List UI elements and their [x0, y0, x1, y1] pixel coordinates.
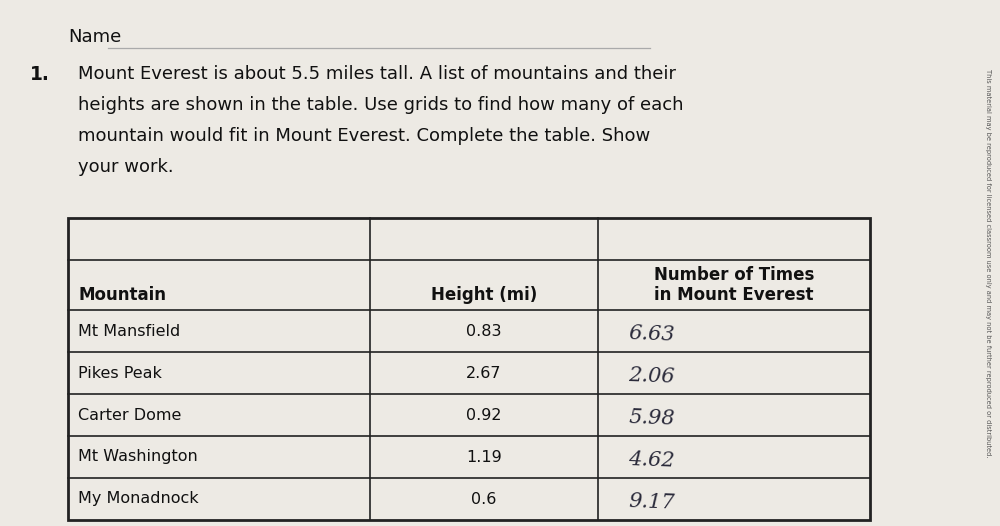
Text: 1.19: 1.19	[466, 450, 502, 464]
Text: Height (mi): Height (mi)	[431, 286, 537, 304]
Text: 1.: 1.	[30, 65, 50, 84]
Text: in Mount Everest: in Mount Everest	[654, 286, 814, 304]
Bar	[68, 218, 870, 520]
Text: 4.62: 4.62	[628, 450, 675, 470]
Text: 0.6: 0.6	[471, 491, 497, 507]
Text: Mountain: Mountain	[78, 286, 166, 304]
Text: 2.67: 2.67	[466, 366, 502, 380]
Text: your work.: your work.	[78, 158, 174, 176]
Text: 5.98: 5.98	[628, 408, 675, 428]
Text: mountain would fit in Mount Everest. Complete the table. Show: mountain would fit in Mount Everest. Com…	[78, 127, 650, 145]
Text: This material may be reproduced for licensed classroom use only and may not be f: This material may be reproduced for lice…	[985, 69, 991, 457]
Text: Carter Dome: Carter Dome	[78, 408, 181, 422]
Text: Name: Name	[68, 28, 121, 46]
Text: Number of Times: Number of Times	[654, 266, 814, 284]
Text: 9.17: 9.17	[628, 492, 675, 512]
Text: Mount Everest is about 5.5 miles tall. A list of mountains and their: Mount Everest is about 5.5 miles tall. A…	[78, 65, 676, 83]
Text: Pikes Peak: Pikes Peak	[78, 366, 162, 380]
Text: 6.63: 6.63	[628, 323, 675, 345]
Text: Mt Washington: Mt Washington	[78, 450, 198, 464]
Text: 0.92: 0.92	[466, 408, 502, 422]
Text: My Monadnock: My Monadnock	[78, 491, 199, 507]
Text: 0.83: 0.83	[466, 323, 502, 339]
Text: heights are shown in the table. Use grids to find how many of each: heights are shown in the table. Use grid…	[78, 96, 684, 114]
Text: Mt Mansfield: Mt Mansfield	[78, 323, 180, 339]
Text: 2.06: 2.06	[628, 366, 675, 386]
